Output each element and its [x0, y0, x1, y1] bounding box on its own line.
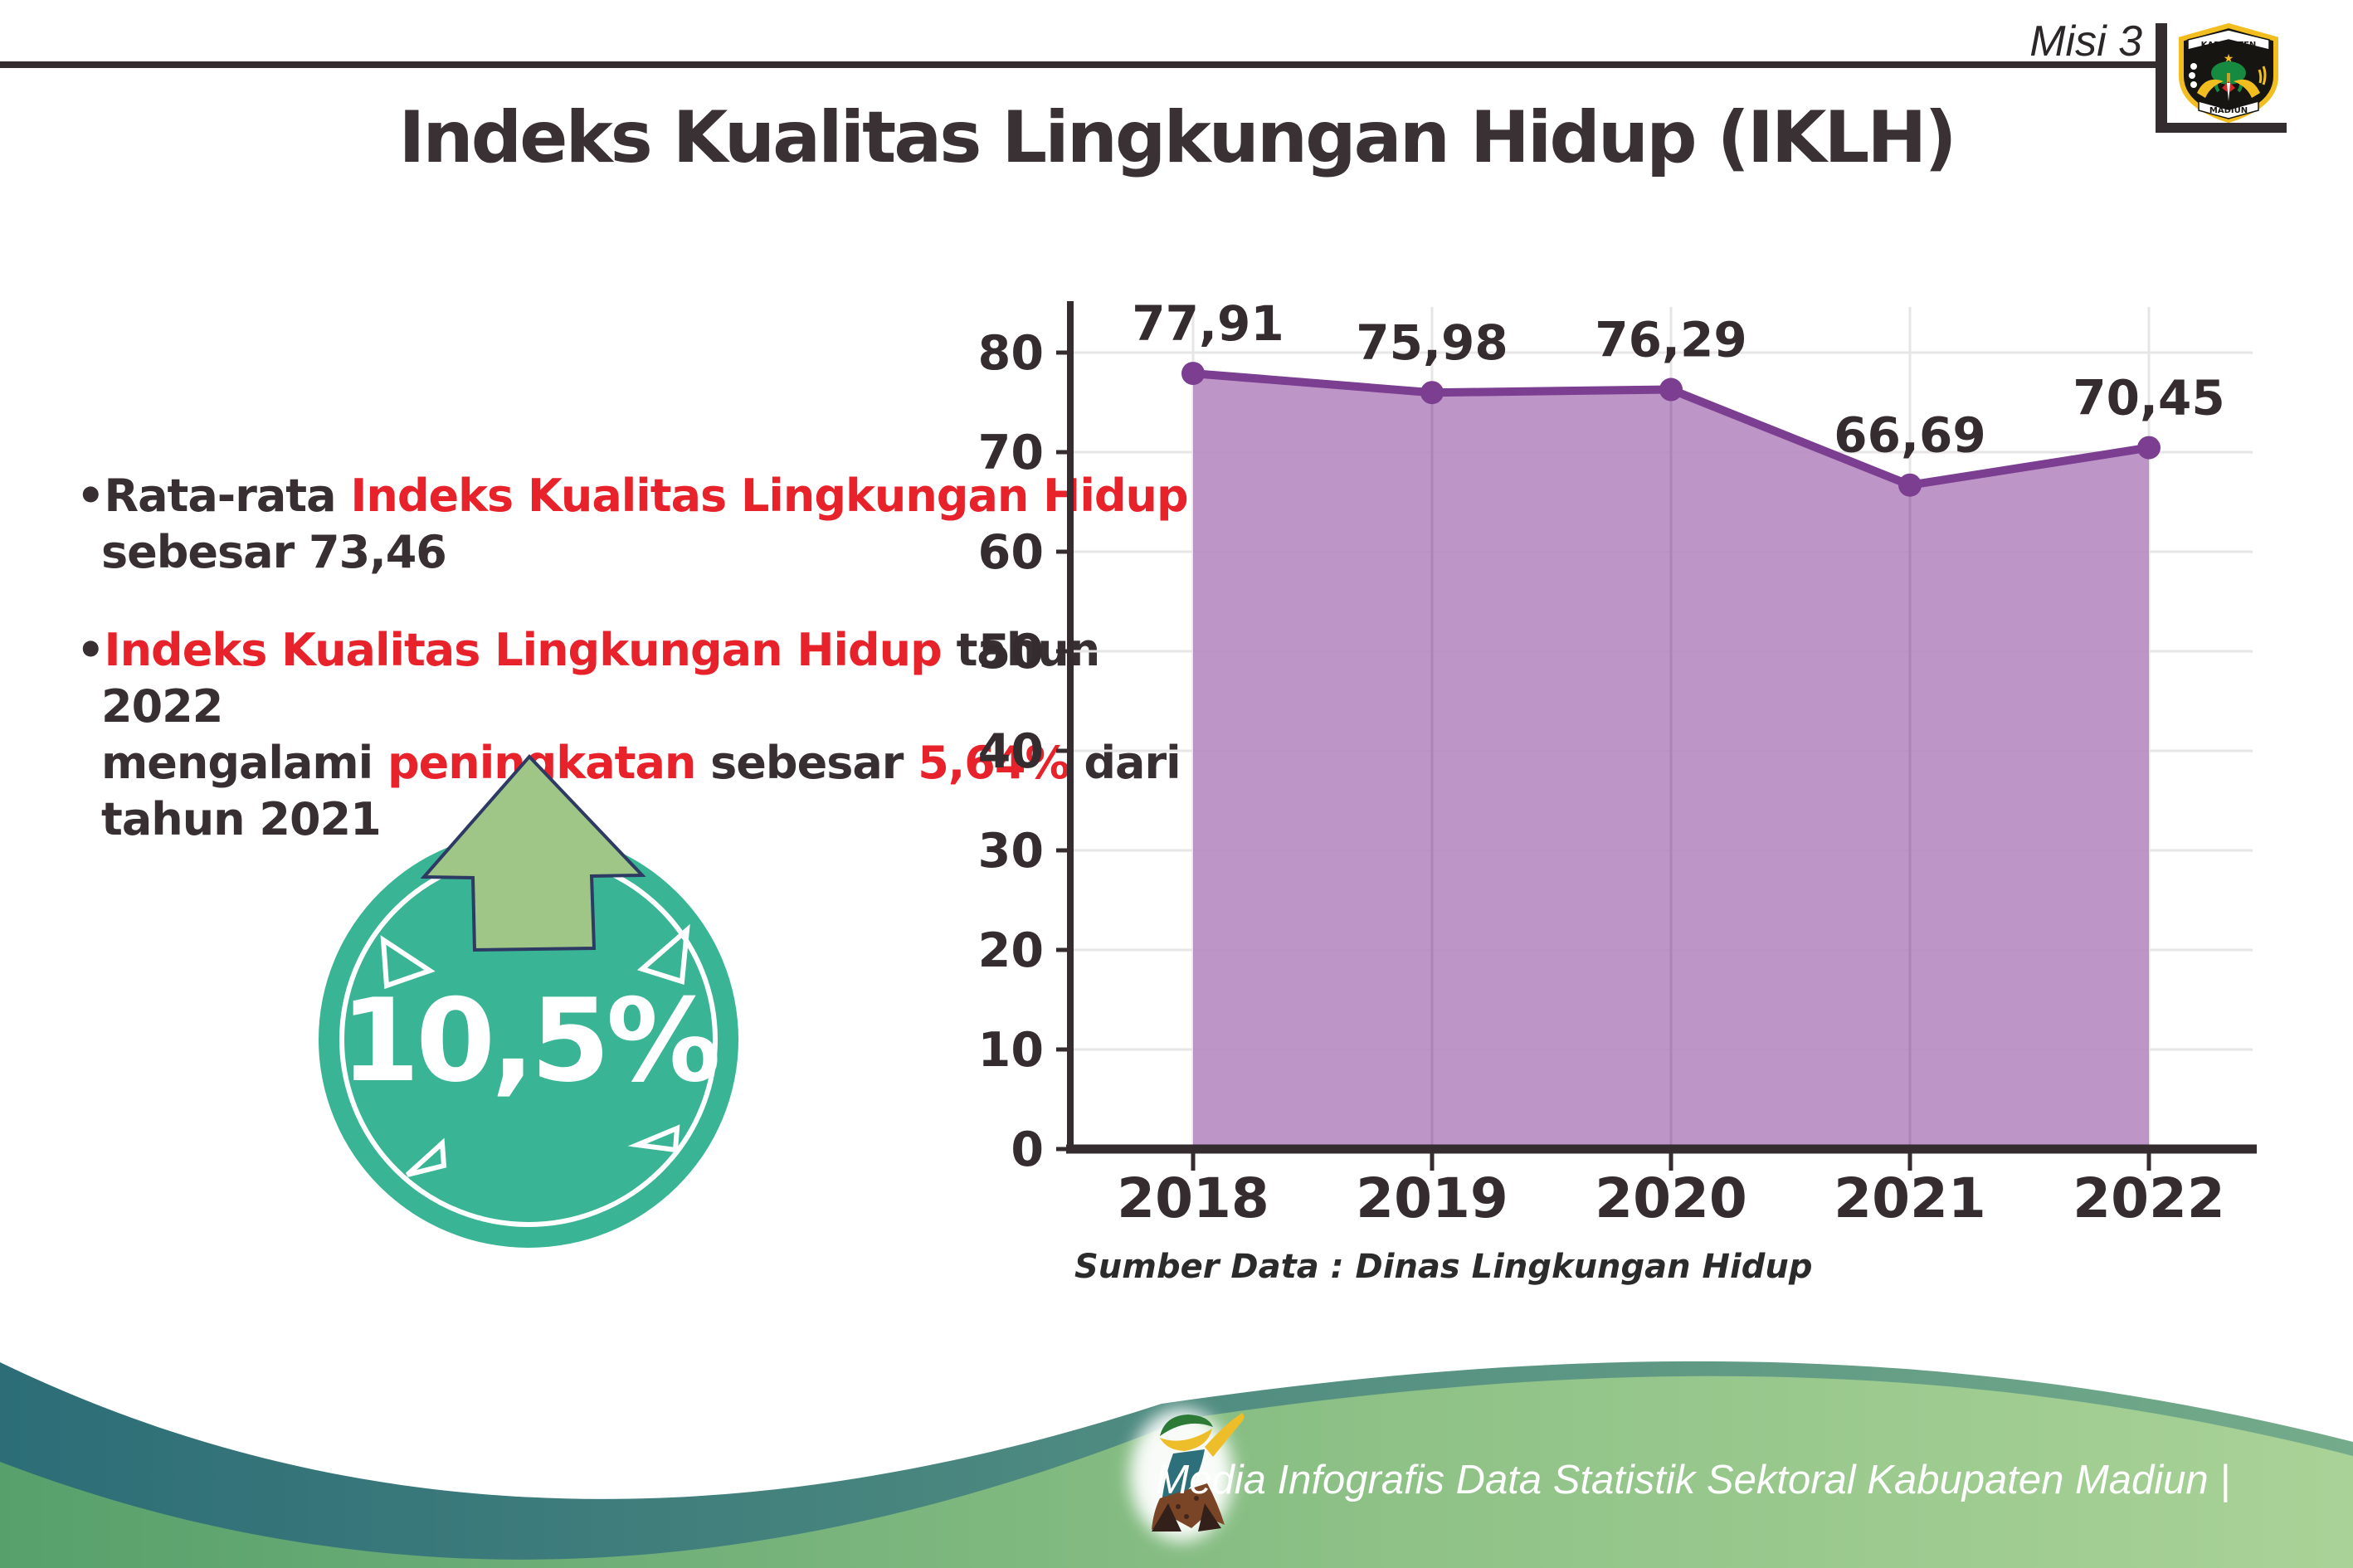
- logo-top-ribbon: [2187, 29, 2270, 51]
- dancer-mascot-icon: [1130, 1409, 1245, 1541]
- data-label: 70,45: [2073, 370, 2224, 426]
- bullet1-text-dark: Rata-rata: [104, 470, 351, 522]
- y-tick-label: 70: [978, 426, 1044, 480]
- y-tick-label: 0: [1011, 1122, 1044, 1177]
- badge-circle: [319, 831, 738, 1248]
- logo-keris: [2227, 83, 2230, 101]
- data-point: [1181, 362, 1205, 386]
- decoration-triangle-upper-left: [380, 935, 436, 990]
- y-tick-label: 40: [978, 724, 1044, 779]
- x-tick-label: 2018: [1117, 1166, 1269, 1230]
- kabupaten-madiun-logo: KABUPATEN ★ MADIUN: [2179, 23, 2278, 123]
- bullet-marker: •: [76, 470, 105, 522]
- source-note: Sumber Data : Dinas Lingkungan Hidup: [1074, 1248, 1812, 1286]
- page-title: Indeks Kualitas Lingkungan Hidup (IKLH): [398, 96, 1956, 179]
- logo-bottom-text: MADIUN: [2209, 106, 2248, 115]
- data-point: [1420, 381, 1444, 405]
- y-tick-label: 50: [978, 625, 1044, 679]
- bullet2-line2-dark3: dari: [1069, 737, 1181, 789]
- x-tick-label: 2020: [1595, 1166, 1747, 1230]
- y-tick-label: 20: [978, 923, 1044, 978]
- x-tick-label: 2019: [1356, 1166, 1508, 1230]
- logo-left-wing: [2197, 79, 2224, 98]
- x-tick-label: 2022: [2073, 1166, 2225, 1230]
- bullet-list: •Rata-rata Indeks Kualitas Lingkungan Hi…: [76, 468, 1221, 848]
- footer-waves: [0, 1361, 2353, 1568]
- data-point: [1659, 377, 1683, 402]
- header-rule: [0, 61, 2159, 68]
- misi-label: Misi 3: [2029, 17, 2142, 66]
- footer-credit: Media Infografis Data Statistik Sektoral…: [1155, 1458, 2230, 1502]
- badge-value: 10,5%: [340, 974, 717, 1108]
- bullet1-line2: sebesar 73,46: [101, 526, 447, 578]
- decoration-triangle-lower-right: [627, 1124, 680, 1153]
- bullet-item-average: •Rata-rata Indeks Kualitas Lingkungan Hi…: [76, 468, 1221, 581]
- bullet2-line2-red2: 5,64%: [918, 737, 1069, 789]
- data-label: 76,29: [1595, 312, 1746, 368]
- logo-top-text: KABUPATEN: [2201, 41, 2257, 50]
- y-tick-label: 80: [978, 326, 1044, 381]
- logo-cotton-3: [2190, 81, 2197, 88]
- data-label: 75,98: [1356, 314, 1508, 371]
- logo-frame-horizontal: [2156, 123, 2287, 133]
- increase-badge: 10,5%: [319, 754, 738, 1248]
- iklh-area-chart: 77,91 75,98 76,29 66,69 70,45 0 10 20 30 40 50 60 70…: [978, 295, 2257, 1286]
- decoration-triangle-lower-left: [405, 1137, 447, 1177]
- bullet2-text-red1: Indeks Kualitas Lingkungan Hidup: [104, 624, 943, 676]
- bullet-marker: •: [76, 624, 105, 676]
- y-tick-label: 30: [978, 824, 1044, 879]
- logo-right-wing: [2234, 79, 2260, 98]
- bullet2-line2-dark1: mengalami: [101, 737, 387, 789]
- y-tick-label: 10: [978, 1023, 1044, 1078]
- data-point: [2137, 436, 2161, 460]
- x-tick-label: 2021: [1834, 1166, 1986, 1230]
- data-label: 77,91: [1132, 295, 1284, 352]
- up-arrow-icon: [420, 754, 646, 952]
- logo-cotton-1: [2190, 63, 2197, 70]
- bullet-item-increase: •Indeks Kualitas Lingkungan Hidup tahun …: [76, 622, 1221, 848]
- logo-cotton-2: [2189, 72, 2195, 79]
- bullet2-line2-dark2: sebesar: [695, 737, 918, 789]
- logo-frame-vertical: [2156, 23, 2167, 133]
- bullet2-line3: tahun 2021: [101, 793, 382, 845]
- data-label: 66,69: [1834, 407, 1985, 464]
- data-point: [1898, 473, 1922, 497]
- logo-wheat: [2258, 66, 2267, 85]
- y-tick-label: 60: [978, 525, 1044, 580]
- decoration-triangle-upper-right: [636, 923, 690, 985]
- bullet2-text-dark1: tahun 2022: [101, 624, 1100, 733]
- logo-bottom-ribbon: [2198, 100, 2259, 119]
- bullet1-text-red: Indeks Kualitas Lingkungan Hidup: [350, 470, 1188, 522]
- area-fill: [1193, 373, 2149, 1147]
